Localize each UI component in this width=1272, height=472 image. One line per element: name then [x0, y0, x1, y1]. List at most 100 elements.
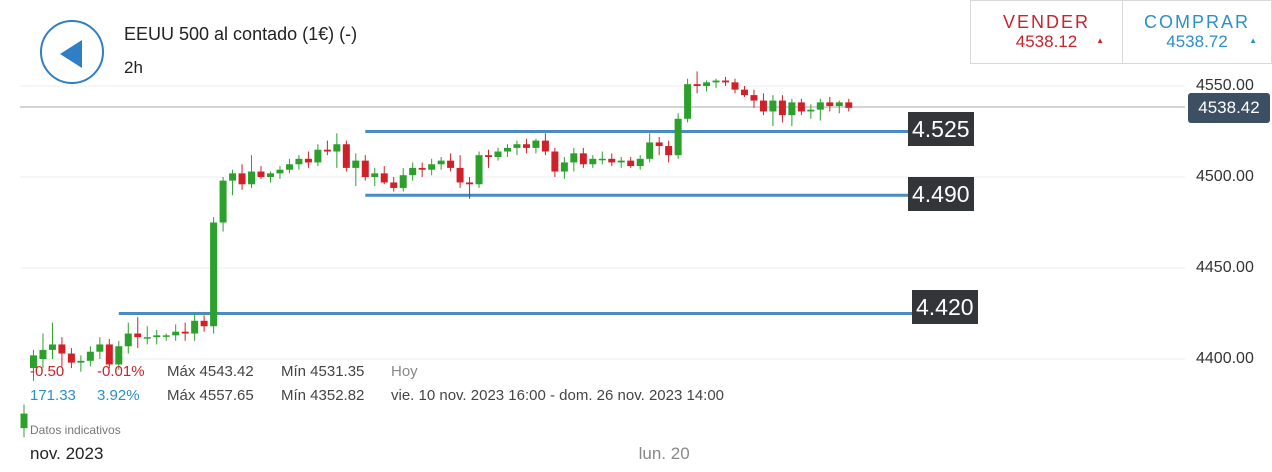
candle-body — [778, 100, 786, 116]
candle-body — [608, 158, 616, 163]
buy-button[interactable]: COMPRAR 4538.72 ▲ — [1122, 0, 1272, 64]
timeframe-label[interactable]: 2h — [124, 58, 143, 77]
candle-body — [181, 331, 189, 334]
candle-body — [466, 182, 474, 185]
candle-body — [835, 102, 843, 107]
candle-body — [684, 84, 692, 119]
candle-body — [153, 335, 161, 338]
sell-label: VENDER — [1002, 12, 1090, 32]
candle-body — [437, 160, 445, 165]
candle-body — [67, 353, 75, 363]
candle-body — [238, 173, 246, 185]
candle-body — [229, 173, 237, 181]
candle-body — [731, 82, 739, 90]
candle-body — [759, 100, 767, 112]
candle-body — [807, 109, 815, 112]
candle-body — [532, 140, 540, 148]
candle-body — [115, 346, 123, 365]
stat-max-range: Máx 4557.65 — [167, 387, 254, 404]
candle-body — [579, 153, 587, 165]
stat-change-today: -0.50 — [30, 363, 65, 380]
candle-body — [323, 149, 331, 152]
candle-body — [399, 175, 407, 188]
x-axis-label: nov. 2023 — [30, 444, 104, 463]
candle-body — [342, 144, 350, 168]
candles — [20, 71, 853, 438]
support-resistance-levels — [118, 130, 972, 315]
candle-body — [560, 162, 568, 172]
candle-body — [722, 80, 730, 83]
candle-body — [750, 95, 758, 101]
candle-body — [570, 153, 578, 163]
candle-body — [200, 320, 208, 327]
candle-body — [409, 167, 417, 176]
back-button[interactable] — [40, 20, 104, 84]
y-axis-tick-label: 4450.00 — [1196, 259, 1254, 276]
candle-body — [143, 337, 151, 339]
buy-price: 4538.72 — [1166, 32, 1228, 51]
candle-body — [39, 349, 47, 359]
candle-body — [617, 160, 625, 163]
candle-body — [740, 89, 748, 96]
candle-body — [456, 167, 464, 183]
candle-body — [20, 413, 28, 429]
candle-body — [390, 182, 398, 188]
candle-body — [703, 82, 711, 86]
candle-body — [380, 173, 388, 183]
candle-body — [769, 100, 777, 112]
candle-body — [485, 155, 493, 157]
y-axis-tick-label: 4550.00 — [1196, 77, 1254, 94]
candle-body — [788, 102, 796, 116]
indicative-data-note: Datos indicativos — [30, 423, 121, 437]
candle-body — [816, 102, 824, 110]
candle-body — [77, 360, 85, 363]
candle-body — [797, 102, 805, 112]
candle-body — [276, 169, 284, 174]
candle-body — [361, 160, 369, 177]
stat-change-range: 171.33 — [30, 387, 76, 404]
candle-body — [636, 158, 644, 167]
stat-change-pct-today: -0.01% — [97, 363, 145, 380]
candle-body — [627, 160, 635, 167]
candle-body — [210, 222, 218, 327]
candle-body — [503, 147, 511, 152]
candle-body — [134, 333, 142, 338]
x-axis-label: lun. 20 — [638, 444, 690, 463]
candle-body — [418, 167, 426, 170]
candle-body — [541, 140, 549, 152]
candle-body — [124, 333, 132, 347]
y-axis-tick-label: 4400.00 — [1196, 350, 1254, 367]
candle-body — [589, 158, 597, 165]
stat-period-range: vie. 10 nov. 2023 16:00 - dom. 26 nov. 2… — [391, 387, 725, 404]
candle-body — [162, 335, 170, 337]
candle-body — [248, 171, 256, 185]
candle-body — [333, 144, 341, 152]
candle-body — [428, 164, 436, 170]
back-arrow-icon — [60, 40, 82, 68]
candle-body — [674, 118, 682, 156]
candle-body — [352, 160, 360, 168]
candle-body — [96, 344, 104, 352]
candle-body — [304, 158, 312, 163]
instrument-title: EEUU 500 al contado (1€) (-) — [124, 24, 358, 44]
sell-up-arrow-icon: ▲ — [1096, 36, 1104, 45]
stat-change-pct-range: 3.92% — [97, 387, 140, 404]
candle-body — [513, 144, 521, 148]
level-label: 4.525 — [908, 112, 974, 146]
candle-body — [475, 155, 483, 185]
sell-button[interactable]: VENDER 4538.12 ▲ — [970, 0, 1122, 64]
candle-body — [48, 344, 56, 350]
candle-body — [494, 151, 502, 157]
stat-period-today: Hoy — [391, 363, 418, 380]
candle-body — [219, 180, 227, 223]
candle-body — [172, 331, 180, 336]
candle-body — [693, 84, 701, 86]
y-axis-tick-label: 4500.00 — [1196, 168, 1254, 185]
candle-body — [551, 151, 559, 172]
candle-body — [447, 160, 455, 168]
candle-body — [522, 144, 530, 148]
candle-body — [266, 173, 274, 177]
level-label: 4.490 — [908, 177, 974, 211]
candle-body — [105, 344, 113, 365]
candle-body — [371, 173, 379, 177]
